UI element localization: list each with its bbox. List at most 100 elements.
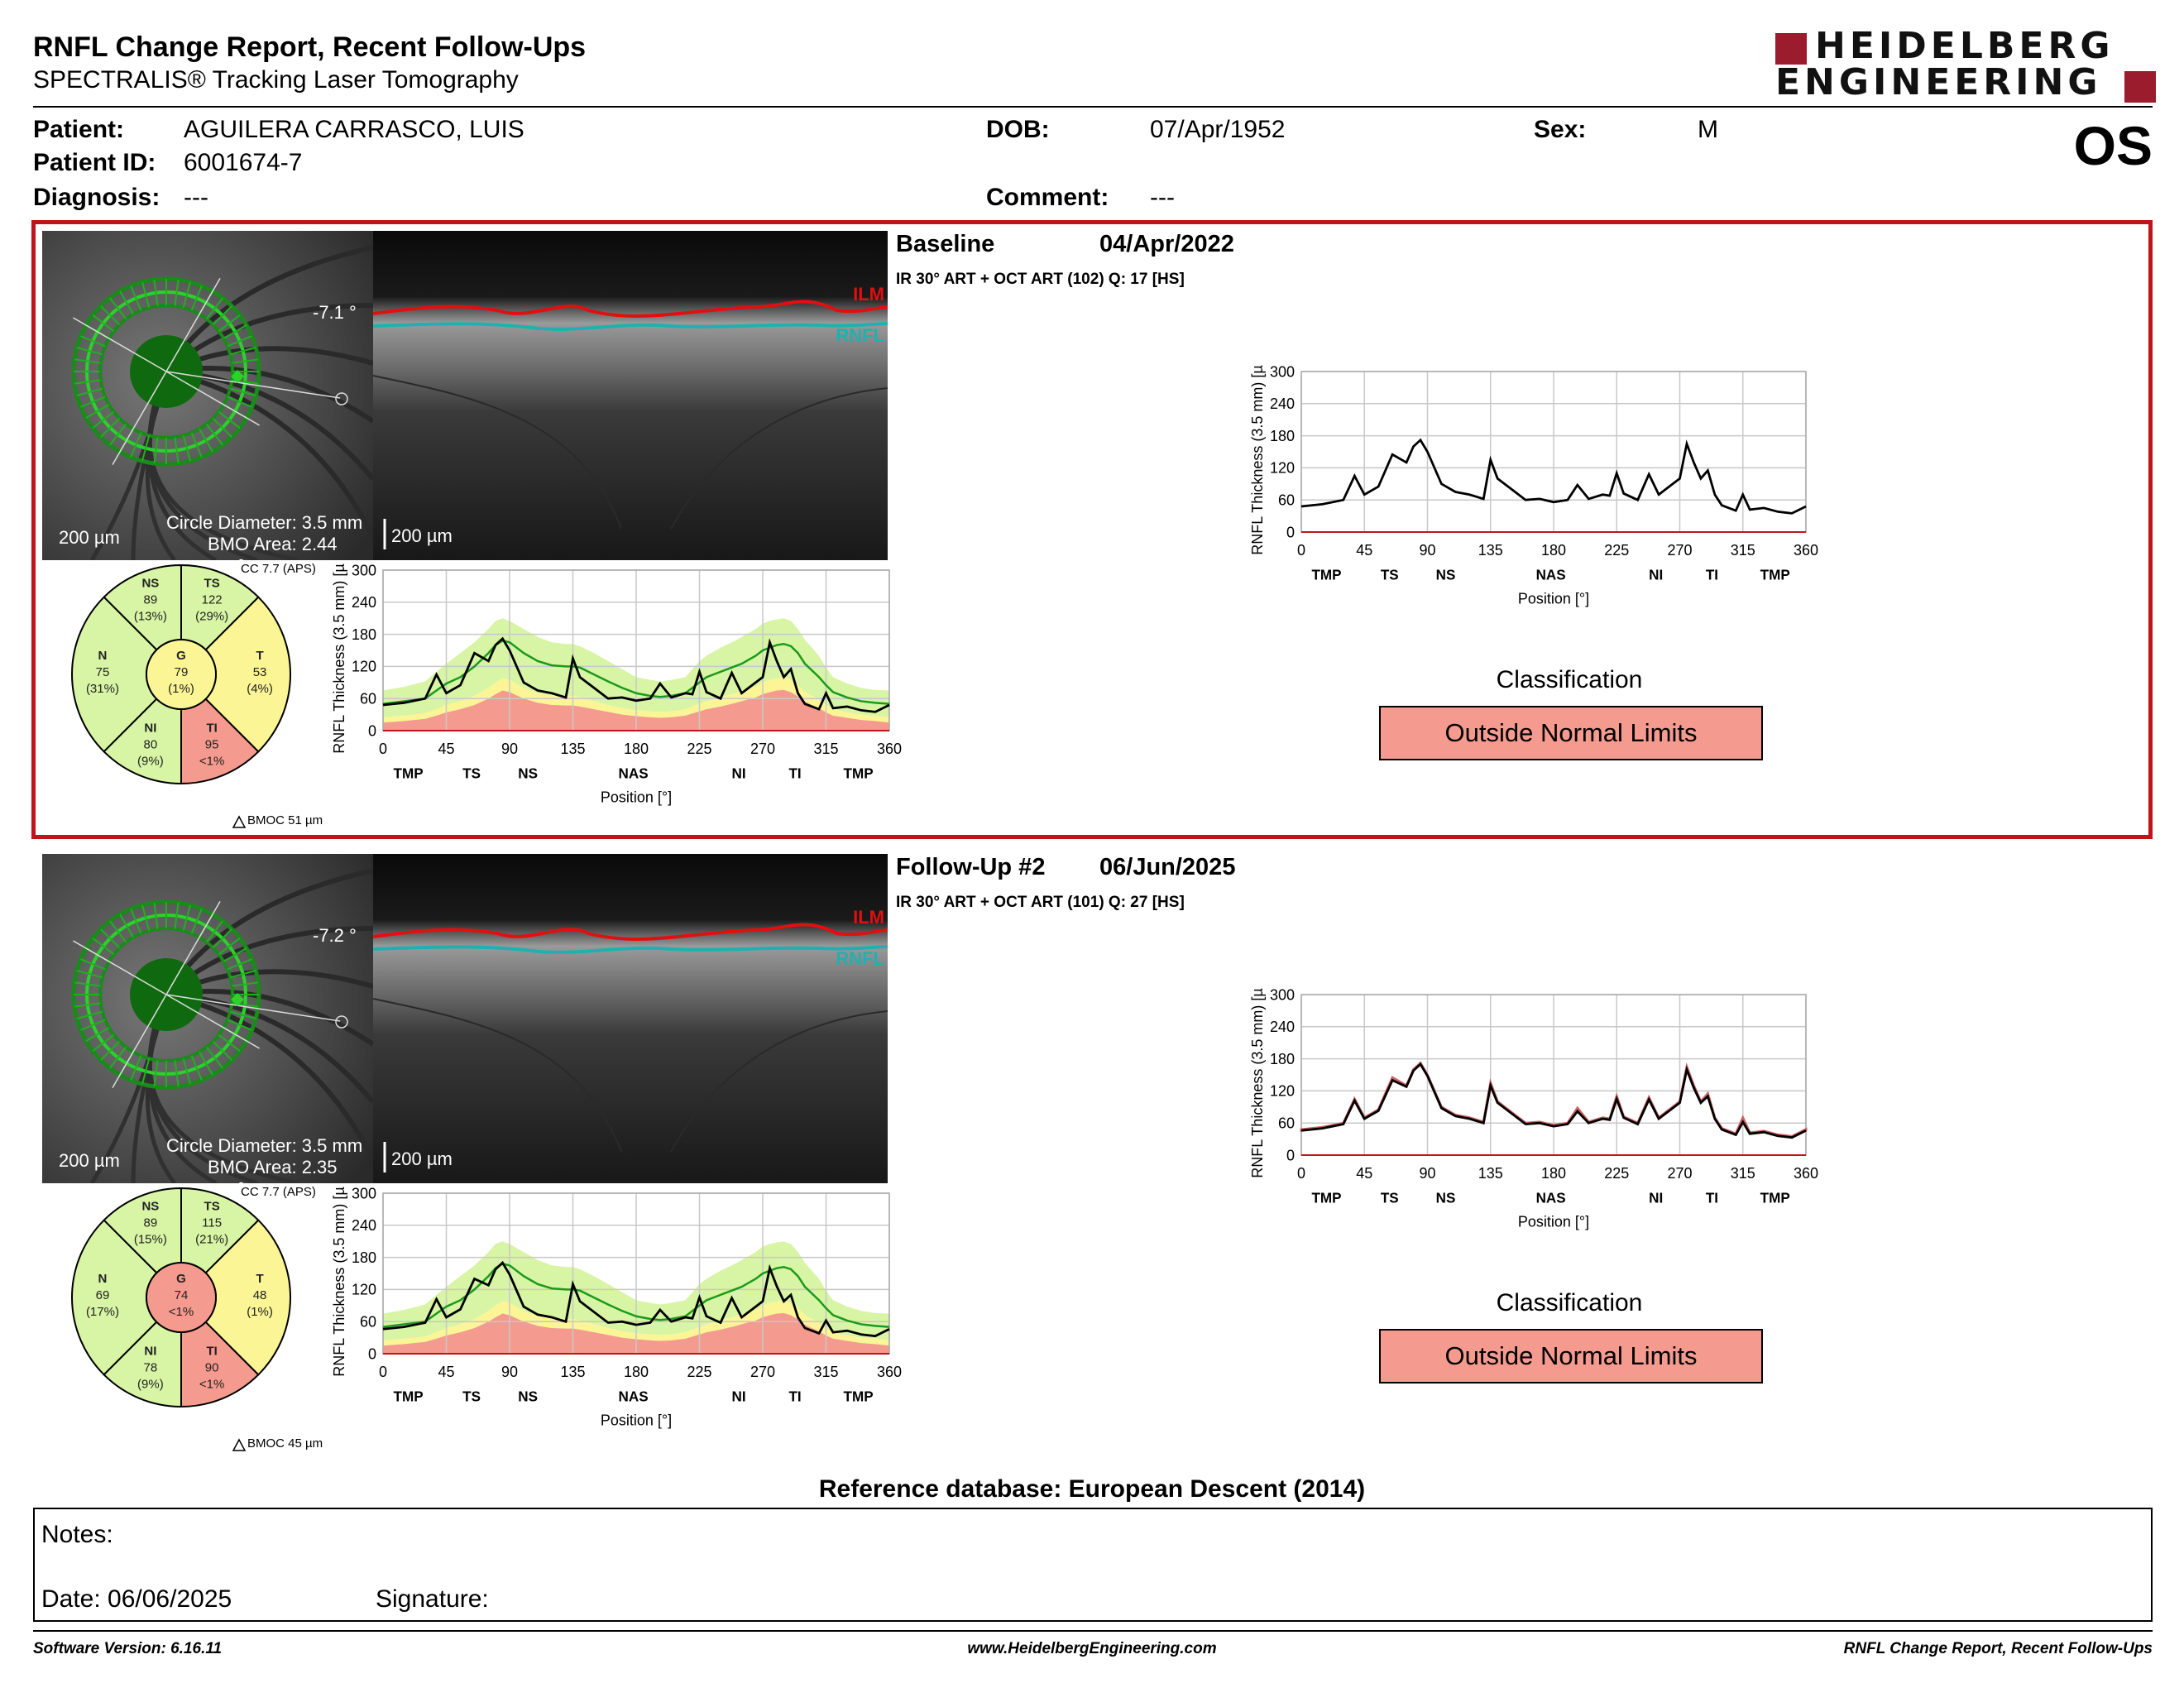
radial-scan-line [74, 1002, 101, 1008]
x-tick-label: 360 [877, 1364, 902, 1380]
rnfl-change-chart: 0 45 90 135 180 225 270 315 360 0 60 120 180 240 300 TM… [1249, 365, 1818, 607]
y-tick-label: 60 [1278, 492, 1295, 509]
sector-global [146, 639, 217, 710]
radial-scan-line [119, 914, 134, 938]
radial-scan-line [119, 290, 134, 315]
delta-triangle [232, 1438, 247, 1451]
x-tick-label: 90 [1419, 1165, 1435, 1182]
radial-scan-line [174, 902, 180, 929]
radial-scan-line [80, 396, 106, 408]
logo-line2: ENGINEERING [1775, 61, 2102, 103]
bmo-axis-line [165, 371, 260, 426]
radial-scan-line [199, 1051, 213, 1076]
sector-text-ts: (29%) [195, 610, 228, 624]
y-tick-label: 120 [352, 1282, 376, 1298]
sex-value: M [1698, 116, 1718, 143]
radial-scan-line [76, 347, 103, 356]
radial-scan-line [74, 358, 101, 364]
patient-name: AGUILERA CARRASCO, LUIS [184, 116, 524, 143]
radial-scan-line [230, 347, 256, 356]
radial-scan-line [74, 981, 101, 987]
bmo-area: BMO Area: 2.35 mm² [208, 1157, 338, 1183]
radial-scan-line [218, 410, 241, 429]
radial-scan-line [100, 417, 121, 438]
sector-label: NI [1649, 568, 1663, 583]
radial-scan-line [182, 281, 191, 308]
sector-text-ti: <1% [199, 754, 224, 768]
classification-result: Outside Normal Limits [1379, 706, 1763, 760]
bmo-axis-line [165, 901, 221, 995]
radial-scan-line [130, 285, 142, 311]
x-tick-label: 225 [687, 741, 711, 757]
x-tick-label: 45 [1356, 542, 1372, 559]
radial-scan-line [230, 1010, 256, 1019]
x-tick-label: 315 [813, 1364, 838, 1380]
x-tick-label: 270 [1667, 1165, 1692, 1182]
y-tick-label: 300 [1270, 365, 1295, 380]
notes-label: Notes: [41, 1521, 113, 1548]
radial-scan-line [141, 904, 151, 931]
exam-panel-followup[interactable]: -7.2 ° 200 µm Circle Diameter: 3.5 mm BMO A… [31, 847, 2153, 1460]
radial-scan-line [212, 417, 232, 438]
notes-date: Date: 06/06/2025 [41, 1585, 232, 1613]
sector-text-ni: 80 [144, 737, 158, 751]
sector-text-n: 69 [96, 1288, 110, 1302]
choroid-boundary [373, 998, 888, 1153]
radial-scan-line [223, 324, 247, 339]
rnfl-boundary [373, 945, 888, 954]
x-tick-label: 45 [438, 741, 454, 757]
sector-label: TMP [844, 1389, 874, 1405]
x-tick-label: 270 [750, 1364, 775, 1380]
notes-box[interactable]: Notes: Date: 06/06/2025 Signature: [33, 1508, 2153, 1622]
sector-text-g: 79 [175, 665, 189, 679]
sector-label: NAS [619, 1389, 649, 1405]
sector-label: TS [462, 766, 481, 782]
radial-scan-line [85, 404, 110, 419]
oct-scale-label: 200 µm [391, 525, 453, 546]
sector-text-t: (1%) [247, 1305, 273, 1319]
start-marker-icon [231, 370, 244, 383]
radial-scan-line [80, 958, 106, 971]
bmoc-value: BMOC 51 µm [247, 813, 323, 827]
classification-label: Classification [1496, 666, 1643, 693]
sector-text-g: (1%) [168, 682, 194, 696]
y-tick-label: 240 [1270, 1019, 1295, 1035]
radial-scan-line [182, 1058, 191, 1085]
sector-text-ti: 95 [205, 737, 219, 751]
y-tick-label: 60 [1278, 1115, 1295, 1132]
x-tick-label: 360 [1794, 542, 1818, 559]
x-tick-label: 180 [624, 1364, 649, 1380]
fundus-scale-bar: 200 µm [59, 1150, 120, 1171]
radial-scan-line [76, 387, 103, 396]
y-tick-label: 120 [1270, 460, 1295, 477]
exam-panel-baseline[interactable]: -7.1 ° 200 µm Circle Diameter: 3.5 mm BMO A… [31, 220, 2153, 839]
footer-rule [33, 1630, 2153, 1632]
classification-label: Classification [1496, 1289, 1643, 1316]
fundus-scale-bar: 200 µm [59, 527, 120, 548]
sector-label: NS [1436, 1191, 1456, 1206]
scan-info: IR 30° ART + OCT ART (101) Q: 27 [HS] [896, 894, 1185, 911]
sector-text-ts: 115 [202, 1216, 222, 1230]
radial-scan-line [92, 314, 115, 333]
radial-scan-line [232, 981, 259, 987]
radial-scan-line [76, 970, 103, 979]
sector-text-n: (31%) [86, 682, 119, 696]
y-axis-label: RNFL Thickness (3.5 mm) [µm] [331, 563, 347, 754]
radial-scan-line [130, 909, 142, 934]
sector-text-ns: (13%) [134, 610, 167, 624]
comment-value: --- [1150, 184, 1175, 211]
radial-scan-line [153, 279, 159, 306]
y-tick-label: 0 [1286, 524, 1295, 540]
y-tick-label: 0 [368, 1345, 376, 1362]
x-tick-label: 225 [1604, 1165, 1629, 1182]
y-axis-label: RNFL Thickness (3.5 mm) [µm] [1249, 988, 1266, 1178]
radial-scan-line [230, 387, 256, 396]
radial-scan-line [141, 281, 151, 308]
radial-scan-line [182, 435, 191, 462]
x-tick-label: 90 [1419, 542, 1435, 559]
sector-label: TI [1706, 568, 1718, 583]
fovea-angle: -7.1 ° [313, 302, 357, 323]
x-tick-label: 135 [1478, 542, 1503, 559]
sector-text-n: (17%) [86, 1305, 119, 1319]
sector-label: TMP [1311, 568, 1341, 583]
